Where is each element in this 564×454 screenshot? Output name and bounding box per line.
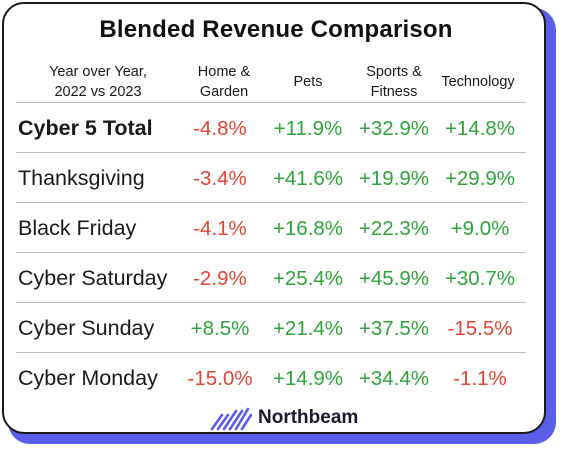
- brand-name: Northbeam: [258, 407, 359, 428]
- row-divider: [16, 252, 526, 253]
- row-label: Thanksgiving: [18, 166, 145, 190]
- value-cell: +25.4%: [272, 267, 344, 290]
- header-col1-line2: Garden: [199, 84, 249, 100]
- value-cell: +14.8%: [444, 117, 516, 140]
- header-label-line2: 2022 vs 2023: [54, 84, 142, 100]
- value-cell: -15.0%: [187, 367, 253, 390]
- value-cell: +41.6%: [272, 167, 344, 190]
- value-cell: +14.9%: [272, 367, 344, 390]
- value-cell: -15.5%: [447, 317, 513, 340]
- header-col1-line1: Home &: [197, 64, 251, 80]
- column-header-period: Year over Year, 2022 vs 2023: [18, 62, 178, 102]
- row-divider: [16, 202, 526, 203]
- header-col3-line2: Fitness: [370, 84, 418, 100]
- value-cell: +11.9%: [273, 117, 343, 140]
- header-label-line1: Year over Year,: [49, 64, 147, 80]
- value-cell: +37.5%: [358, 317, 430, 340]
- row-label: Cyber Saturday: [18, 266, 168, 290]
- card-title: Blended Revenue Comparison: [99, 16, 453, 43]
- northbeam-logo-icon: [210, 407, 252, 431]
- row-divider: [16, 352, 526, 353]
- value-cell: +21.4%: [272, 317, 344, 340]
- value-cell: -4.8%: [193, 117, 247, 140]
- row-divider: [16, 102, 526, 103]
- value-cell: +29.9%: [444, 167, 516, 190]
- brand-logo: Northbeam: [210, 404, 358, 432]
- value-cell: +32.9%: [358, 117, 430, 140]
- row-divider: [16, 152, 526, 153]
- header-col2-line1: Pets: [293, 74, 323, 90]
- value-cell: +9.0%: [450, 217, 510, 240]
- row-divider: [16, 302, 526, 303]
- value-cell: +30.7%: [444, 267, 516, 290]
- comparison-card: Blended Revenue Comparison Year over Yea…: [2, 2, 546, 434]
- row-label: Cyber Monday: [18, 366, 158, 390]
- value-cell: -2.9%: [193, 267, 247, 290]
- value-cell: +8.5%: [190, 317, 250, 340]
- value-cell: +45.9%: [358, 267, 430, 290]
- row-label: Cyber 5 Total: [18, 116, 153, 140]
- value-cell: +34.4%: [358, 367, 430, 390]
- value-cell: +22.3%: [358, 217, 430, 240]
- value-cell: -3.4%: [193, 167, 247, 190]
- column-header-home-garden: Home & Garden: [182, 62, 266, 102]
- value-cell: +16.8%: [272, 217, 344, 240]
- row-label: Black Friday: [18, 216, 137, 240]
- row-label: Cyber Sunday: [18, 316, 155, 340]
- value-cell: -1.1%: [453, 367, 507, 390]
- value-cell: +19.9%: [358, 167, 430, 190]
- header-col4-line1: Technology: [441, 74, 515, 90]
- column-header-technology: Technology: [432, 72, 524, 92]
- value-cell: -4.1%: [193, 217, 247, 240]
- header-col3-line1: Sports &: [366, 64, 422, 80]
- column-header-pets: Pets: [268, 72, 348, 92]
- column-header-sports-fitness: Sports & Fitness: [350, 62, 438, 102]
